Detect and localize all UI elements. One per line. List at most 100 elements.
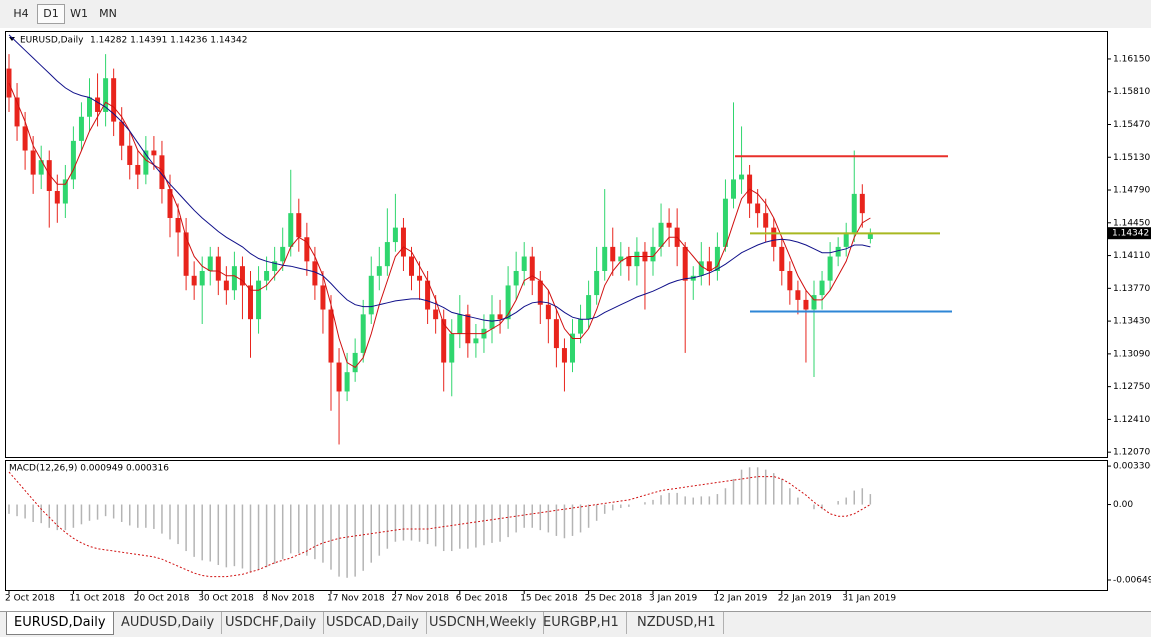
- candle-body: [771, 227, 777, 247]
- candle-body: [239, 266, 245, 286]
- candle-body: [87, 97, 92, 117]
- macd-panel-frame: [5, 460, 1108, 591]
- candle-body: [223, 280, 229, 291]
- candle-body: [497, 314, 503, 320]
- candle-body: [545, 304, 551, 320]
- candle-body: [46, 160, 52, 191]
- candle-body: [119, 121, 125, 146]
- x-tick-label: 12 Jan 2019: [713, 594, 767, 604]
- candle-body: [288, 213, 294, 247]
- candle-body: [392, 227, 398, 243]
- candle-body: [682, 246, 688, 281]
- candle-body: [22, 126, 28, 151]
- candle-body: [207, 256, 213, 271]
- candle-body: [827, 256, 833, 281]
- y-tick-label: 1.15470: [1113, 120, 1150, 130]
- chart-title: EURUSD,Daily: [20, 36, 84, 46]
- candle-body: [183, 232, 189, 276]
- candle-body: [376, 266, 382, 276]
- candle-body: [296, 213, 302, 238]
- candle-body: [328, 309, 334, 363]
- candle-body: [706, 261, 712, 271]
- timeframe-button[interactable]: MN: [99, 7, 117, 20]
- candle-body: [417, 275, 423, 281]
- candle-body: [256, 280, 262, 320]
- candle-body: [425, 280, 431, 310]
- chart-tab[interactable]: EURGBP,H1: [536, 612, 627, 634]
- y-tick-label: 1.12410: [1113, 415, 1150, 425]
- candle-body: [658, 222, 664, 247]
- candle-body: [457, 314, 463, 334]
- candle-body: [167, 189, 173, 218]
- x-tick-label: 25 Dec 2018: [585, 594, 643, 604]
- timeframe-button[interactable]: H4: [13, 7, 29, 20]
- y-tick-label: 1.14450: [1113, 218, 1150, 228]
- candle-body: [819, 280, 825, 296]
- chart-tab[interactable]: AUDUSD,Daily: [114, 612, 223, 634]
- timeframe-button[interactable]: D1: [37, 4, 65, 24]
- candle-body: [473, 338, 479, 344]
- last-price-label: 1.14342: [1112, 229, 1149, 239]
- timeframe-button[interactable]: W1: [70, 7, 88, 20]
- candle-body: [739, 174, 745, 180]
- candle-body: [409, 256, 414, 276]
- candle-body: [594, 270, 600, 296]
- chart-tab[interactable]: EURUSD,Daily: [6, 612, 114, 635]
- y-tick-label: 1.13090: [1113, 349, 1150, 359]
- candle-body: [698, 261, 704, 276]
- candle-body: [803, 299, 809, 310]
- chart-tab[interactable]: USDCAD,Daily: [319, 612, 427, 634]
- candle-body: [650, 246, 656, 262]
- candle-body: [714, 246, 720, 271]
- x-tick-label: 22 Jan 2019: [778, 594, 832, 604]
- candle-body: [610, 246, 616, 262]
- candle-body: [14, 97, 20, 127]
- candle-body: [634, 251, 640, 267]
- candle-body: [320, 285, 326, 310]
- candle-body: [384, 242, 390, 267]
- candle-body: [264, 270, 270, 281]
- candle-body: [127, 145, 133, 165]
- y-tick-label: 1.14110: [1113, 251, 1150, 261]
- x-tick-label: 17 Nov 2018: [327, 594, 385, 604]
- candle-body: [529, 256, 535, 281]
- chart-tab[interactable]: USDCNH,Weekly: [422, 612, 545, 634]
- candle-body: [143, 150, 149, 175]
- chart-background: [0, 28, 1151, 611]
- candle-body: [62, 179, 68, 204]
- candle-body: [215, 256, 221, 281]
- candle-body: [851, 193, 857, 233]
- y-tick-label: 1.15130: [1113, 153, 1150, 163]
- y-tick-label: 1.13430: [1113, 317, 1150, 327]
- candle-body: [30, 150, 36, 175]
- candle-body: [151, 150, 157, 156]
- candle-body: [304, 237, 310, 262]
- candle-body: [352, 352, 358, 373]
- y-tick-label: 1.13770: [1113, 284, 1150, 294]
- candle-body: [578, 319, 584, 334]
- candle-body: [38, 160, 44, 175]
- candle-body: [690, 275, 696, 281]
- chart-tab[interactable]: USDCHF,Daily: [218, 612, 325, 634]
- candle-body: [521, 256, 527, 271]
- toolbar: H4 D1 W1 MN: [0, 0, 1151, 29]
- moving-average: [8, 34, 871, 322]
- candle-body: [199, 270, 205, 286]
- candle-body: [70, 140, 76, 180]
- moving-average: [8, 82, 871, 369]
- candle-body: [231, 266, 237, 291]
- main-panel-frame: [5, 31, 1108, 458]
- candle-body: [755, 203, 761, 214]
- candle-body: [159, 155, 165, 190]
- candle-body: [779, 246, 785, 271]
- macd-title: MACD(12,26,9) 0.000949 0.000316: [9, 464, 169, 474]
- candle-body: [449, 333, 455, 363]
- candle-body: [135, 164, 141, 175]
- candle-body: [360, 314, 366, 353]
- candle-body: [626, 256, 632, 267]
- candle-body: [618, 256, 624, 262]
- x-tick-label: 31 Jan 2019: [842, 594, 896, 604]
- chart-tab[interactable]: NZDUSD,H1: [630, 612, 724, 634]
- candle-body: [537, 280, 543, 305]
- x-tick-label: 6 Dec 2018: [456, 594, 508, 604]
